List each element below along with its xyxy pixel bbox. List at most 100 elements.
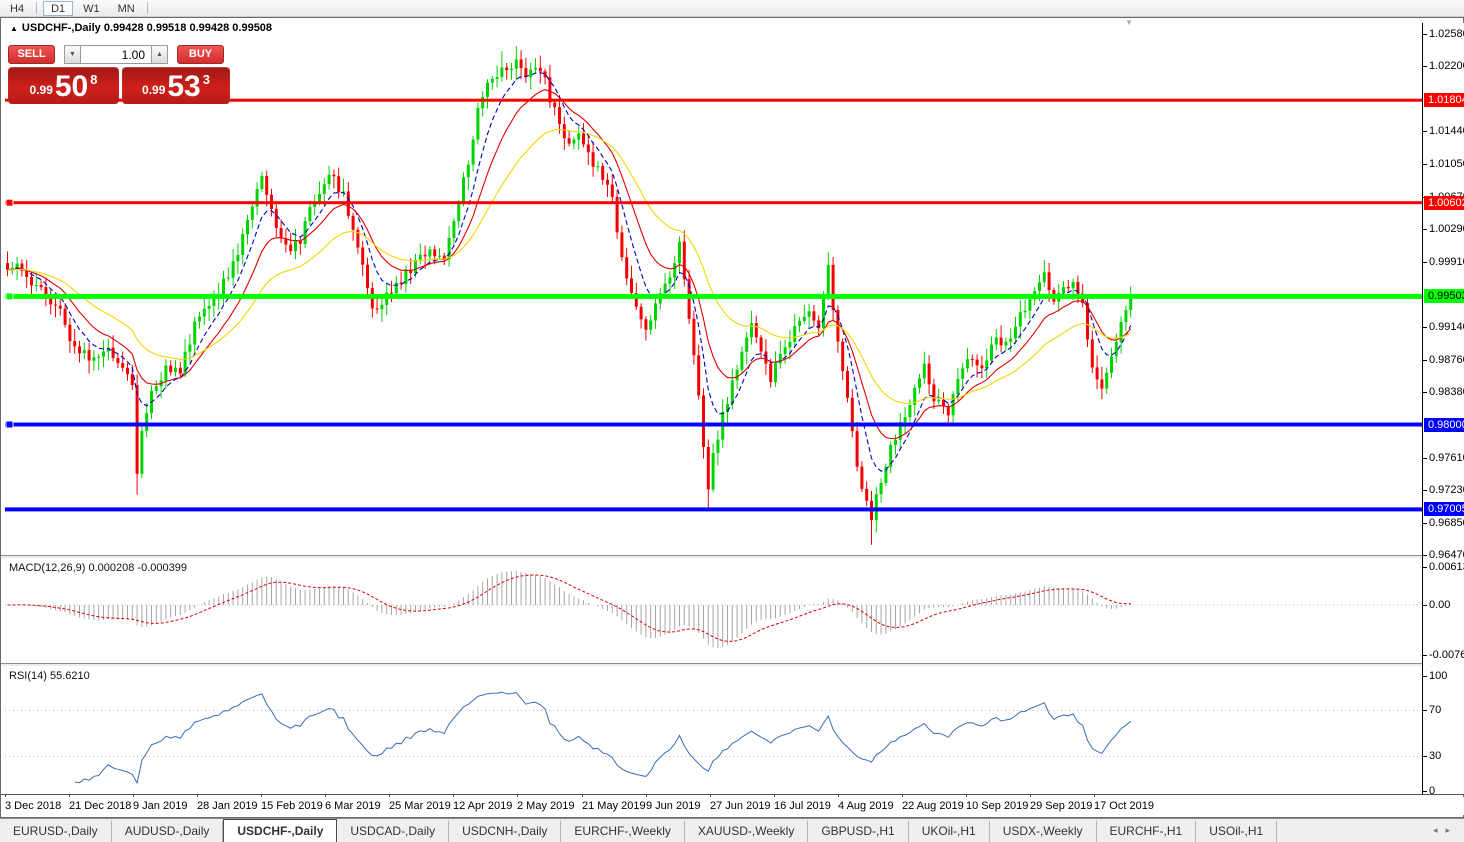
price-tick-label: 1.02200 [1423,59,1464,73]
date-tick-mark [966,794,967,797]
price-level-label: 0.97005 [1424,502,1464,516]
date-label: 21 May 2019 [582,800,646,812]
ask-price-tile[interactable]: 0.99 53 3 [122,67,230,104]
date-label: 10 Sep 2019 [966,800,1029,812]
date-tick-mark [902,794,903,797]
tab-usoil-h1[interactable]: USOil-,H1 [1196,821,1278,842]
date-tick-mark [838,794,839,797]
timeframe-toolbar: H4 D1 W1 MN [0,0,1464,17]
date-tick-mark [517,794,518,797]
date-label: 17 Oct 2019 [1094,800,1154,812]
date-tick-mark [5,794,6,797]
timeframe-button-mn[interactable]: MN [117,2,135,15]
date-tick-mark [133,794,134,797]
date-label: 6 Mar 2019 [325,800,381,812]
one-click-trade-panel: SELL ▼ 1.00 ▲ BUY 0.99 50 8 0.99 53 3 [8,45,234,104]
chart-window[interactable]: ▲ USDCHF-,Daily 0.99428 0.99518 0.99428 0… [0,17,1464,818]
price-axis[interactable]: 1.025801.022001.014401.010501.006701.002… [1422,23,1464,797]
tab-usdchf-daily[interactable]: USDCHF-,Daily [223,819,338,842]
date-label: 22 Aug 2019 [902,800,964,812]
bid-pip-digit: 8 [90,72,98,87]
price-level-label: 0.99503 [1424,289,1464,303]
date-tick-mark [582,794,583,797]
volume-decrease-button[interactable]: ▼ [64,45,81,64]
sell-button[interactable]: SELL [8,45,55,64]
bid-big-digits: 50 [54,70,89,103]
candlestick-chart[interactable] [5,23,1422,555]
volume-input[interactable]: 1.00 [81,45,151,64]
date-tick-mark [774,794,775,797]
date-label: 16 Jul 2019 [774,800,831,812]
rsi-tick-label: 0 [1423,784,1464,798]
date-label: 15 Feb 2019 [261,800,323,812]
rsi-tick-label: 70 [1423,703,1464,717]
buy-button[interactable]: BUY [177,45,224,64]
tab-scroll-left-icon: ◂ [1432,825,1446,835]
tab-eurchf-h1[interactable]: EURCHF-,H1 [1097,821,1197,842]
date-tick-mark [389,794,390,797]
tab-usdcnh-daily[interactable]: USDCNH-,Daily [449,821,562,842]
tab-ukoil-h1[interactable]: UKOil-,H1 [909,821,990,842]
date-label: 9 Jun 2019 [646,800,701,812]
tab-eurchf-weekly[interactable]: EURCHF-,Weekly [561,821,685,842]
bid-prefix: 0.99 [29,83,53,97]
tab-gbpusd-h1[interactable]: GBPUSD-,H1 [808,821,909,842]
rsi-tick-label: 100 [1423,669,1464,683]
tab-usdcad-daily[interactable]: USDCAD-,Daily [337,821,450,842]
panel-divider[interactable] [1,555,1464,559]
chart-frame-line [1,794,1464,795]
macd-indicator-label: MACD(12,26,9) 0.000208 -0.000399 [9,562,187,574]
autoscroll-marker-icon[interactable]: ▼ [1125,18,1133,27]
date-axis[interactable]: 3 Dec 2018 21 Dec 2018 9 Jan 2019 28 Jan 20… [1,794,1464,815]
date-label: 27 Jun 2019 [710,800,771,812]
price-level-label: 0.98000 [1424,418,1464,432]
tab-xauusd-weekly[interactable]: XAUUSD-,Weekly [685,821,809,842]
toolbar-separator [146,2,148,14]
date-tick-mark [710,794,711,797]
tab-usdx-weekly[interactable]: USDX-,Weekly [990,821,1097,842]
tab-audusd-daily[interactable]: AUDUSD-,Daily [112,821,224,842]
date-tick-mark [197,794,198,797]
date-tick-mark [646,794,647,797]
date-label: 12 Apr 2019 [453,800,513,812]
ask-big-digits: 53 [167,70,201,103]
date-label: 25 Mar 2019 [389,800,451,812]
panel-divider[interactable] [1,663,1464,667]
date-label: 21 Dec 2018 [69,800,132,812]
chart-symbol-period: USDCHF-,Daily [21,22,101,34]
price-tick-label: 1.01440 [1423,124,1464,138]
date-tick-mark [453,794,454,797]
tab-eurusd-daily[interactable]: EURUSD-,Daily [0,821,112,842]
macd-panel[interactable] [5,559,1422,663]
price-tick-label: 1.02580 [1423,27,1464,41]
collapse-arrow-icon[interactable]: ▲ [10,24,18,33]
timeframe-button-d1[interactable]: D1 [43,0,74,16]
timeframe-button-h4[interactable]: H4 [10,2,25,15]
tab-scroll-arrows[interactable]: ◂▸ [1433,825,1458,836]
date-label: 29 Sep 2019 [1030,800,1093,812]
ask-pip-digit: 3 [202,72,210,87]
volume-increase-button[interactable]: ▲ [151,45,168,64]
date-tick-mark [261,794,262,797]
date-label: 4 Aug 2019 [838,800,894,812]
rsi-tick-label: 30 [1423,749,1464,763]
bid-price-tile[interactable]: 0.99 50 8 [8,67,119,104]
date-label: 3 Dec 2018 [5,800,62,812]
rsi-panel[interactable] [5,667,1422,794]
price-level-label: 1.01804 [1424,93,1464,107]
macd-tick-label: 0.00613 [1423,560,1464,574]
price-tick-label: 0.96470 [1423,548,1464,562]
price-level-label: 1.00602 [1424,196,1464,210]
timeframe-button-w1[interactable]: W1 [83,2,100,15]
toolbar-separator [36,2,38,14]
date-label: 9 Jan 2019 [133,800,188,812]
